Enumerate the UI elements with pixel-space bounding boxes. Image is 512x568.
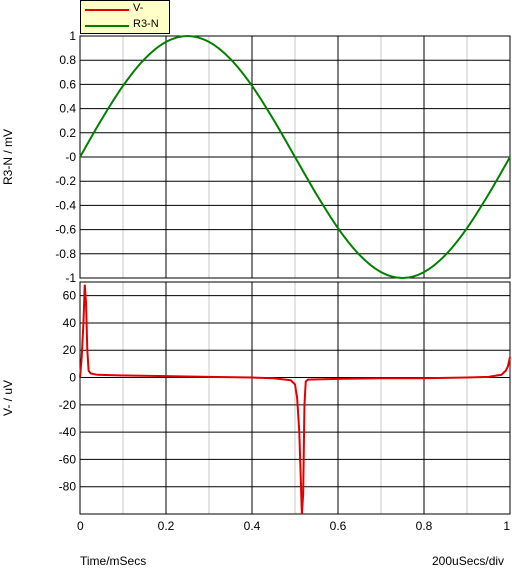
x-tick-label: 0.8	[416, 519, 433, 533]
x-tick-label: 0.2	[158, 519, 175, 533]
y-tick-label: 0.2	[59, 126, 76, 140]
y-tick-label: 0.4	[59, 102, 76, 116]
y-tick-label: -0	[65, 150, 76, 164]
legend-item-v-minus: V-	[81, 1, 169, 17]
x-tick-label: 0.6	[330, 519, 347, 533]
x-tick-label: 1	[503, 519, 510, 533]
y-tick-label: -0.4	[55, 198, 76, 212]
x-tick-label: 0.4	[244, 519, 261, 533]
y-tick-label: 1	[69, 29, 76, 43]
y-tick-label: 40	[63, 316, 77, 330]
y-tick-label: 20	[63, 343, 77, 357]
top-plot: 1 0.8 0.6 0.4 0.2 -0 -0.2 -0.4 -0.6 -0.8 -1 R3-N / …	[1, 29, 511, 285]
y-tick-label: -0.8	[55, 247, 76, 261]
series-line-v-minus	[79, 284, 511, 515]
legend-swatch-r3-n	[85, 25, 129, 27]
y-tick-label: -0.6	[55, 223, 76, 237]
x-tick-label: 0	[77, 519, 84, 533]
y-tick-label: -0.2	[55, 174, 76, 188]
y-tick-label: 0	[69, 371, 76, 385]
plot-frame	[79, 281, 511, 515]
series-line-r3-n	[79, 34, 511, 280]
y-tick-label: 60	[63, 289, 77, 303]
legend-item-r3-n: R3-N	[81, 17, 169, 33]
y-tick-label: -60	[59, 452, 77, 466]
x-axis-label: Time/mSecs	[80, 554, 147, 568]
y-tick-label: 0.8	[59, 53, 76, 67]
legend-label-v-minus: V-	[133, 2, 144, 14]
y-axis-label: V- / uV	[1, 380, 15, 416]
y-axis-label: R3-N / mV	[1, 129, 15, 185]
y-tick-label: -20	[59, 398, 77, 412]
y-tick-label: -40	[59, 425, 77, 439]
legend: V- R3-N	[80, 0, 170, 34]
legend-swatch-v-minus	[85, 9, 129, 11]
y-tick-label: -80	[59, 480, 77, 494]
bottom-plot: 60 40 20 0 -20 -40 -60 -80 V- / uV 0 0.2 0.4 0.6 0.8 1	[1, 281, 511, 533]
time-per-div-label: 200uSecs/div	[432, 554, 505, 568]
legend-label-r3-n: R3-N	[133, 18, 159, 30]
y-tick-label: 0.6	[59, 77, 76, 91]
y-tick-label: -1	[65, 271, 76, 285]
